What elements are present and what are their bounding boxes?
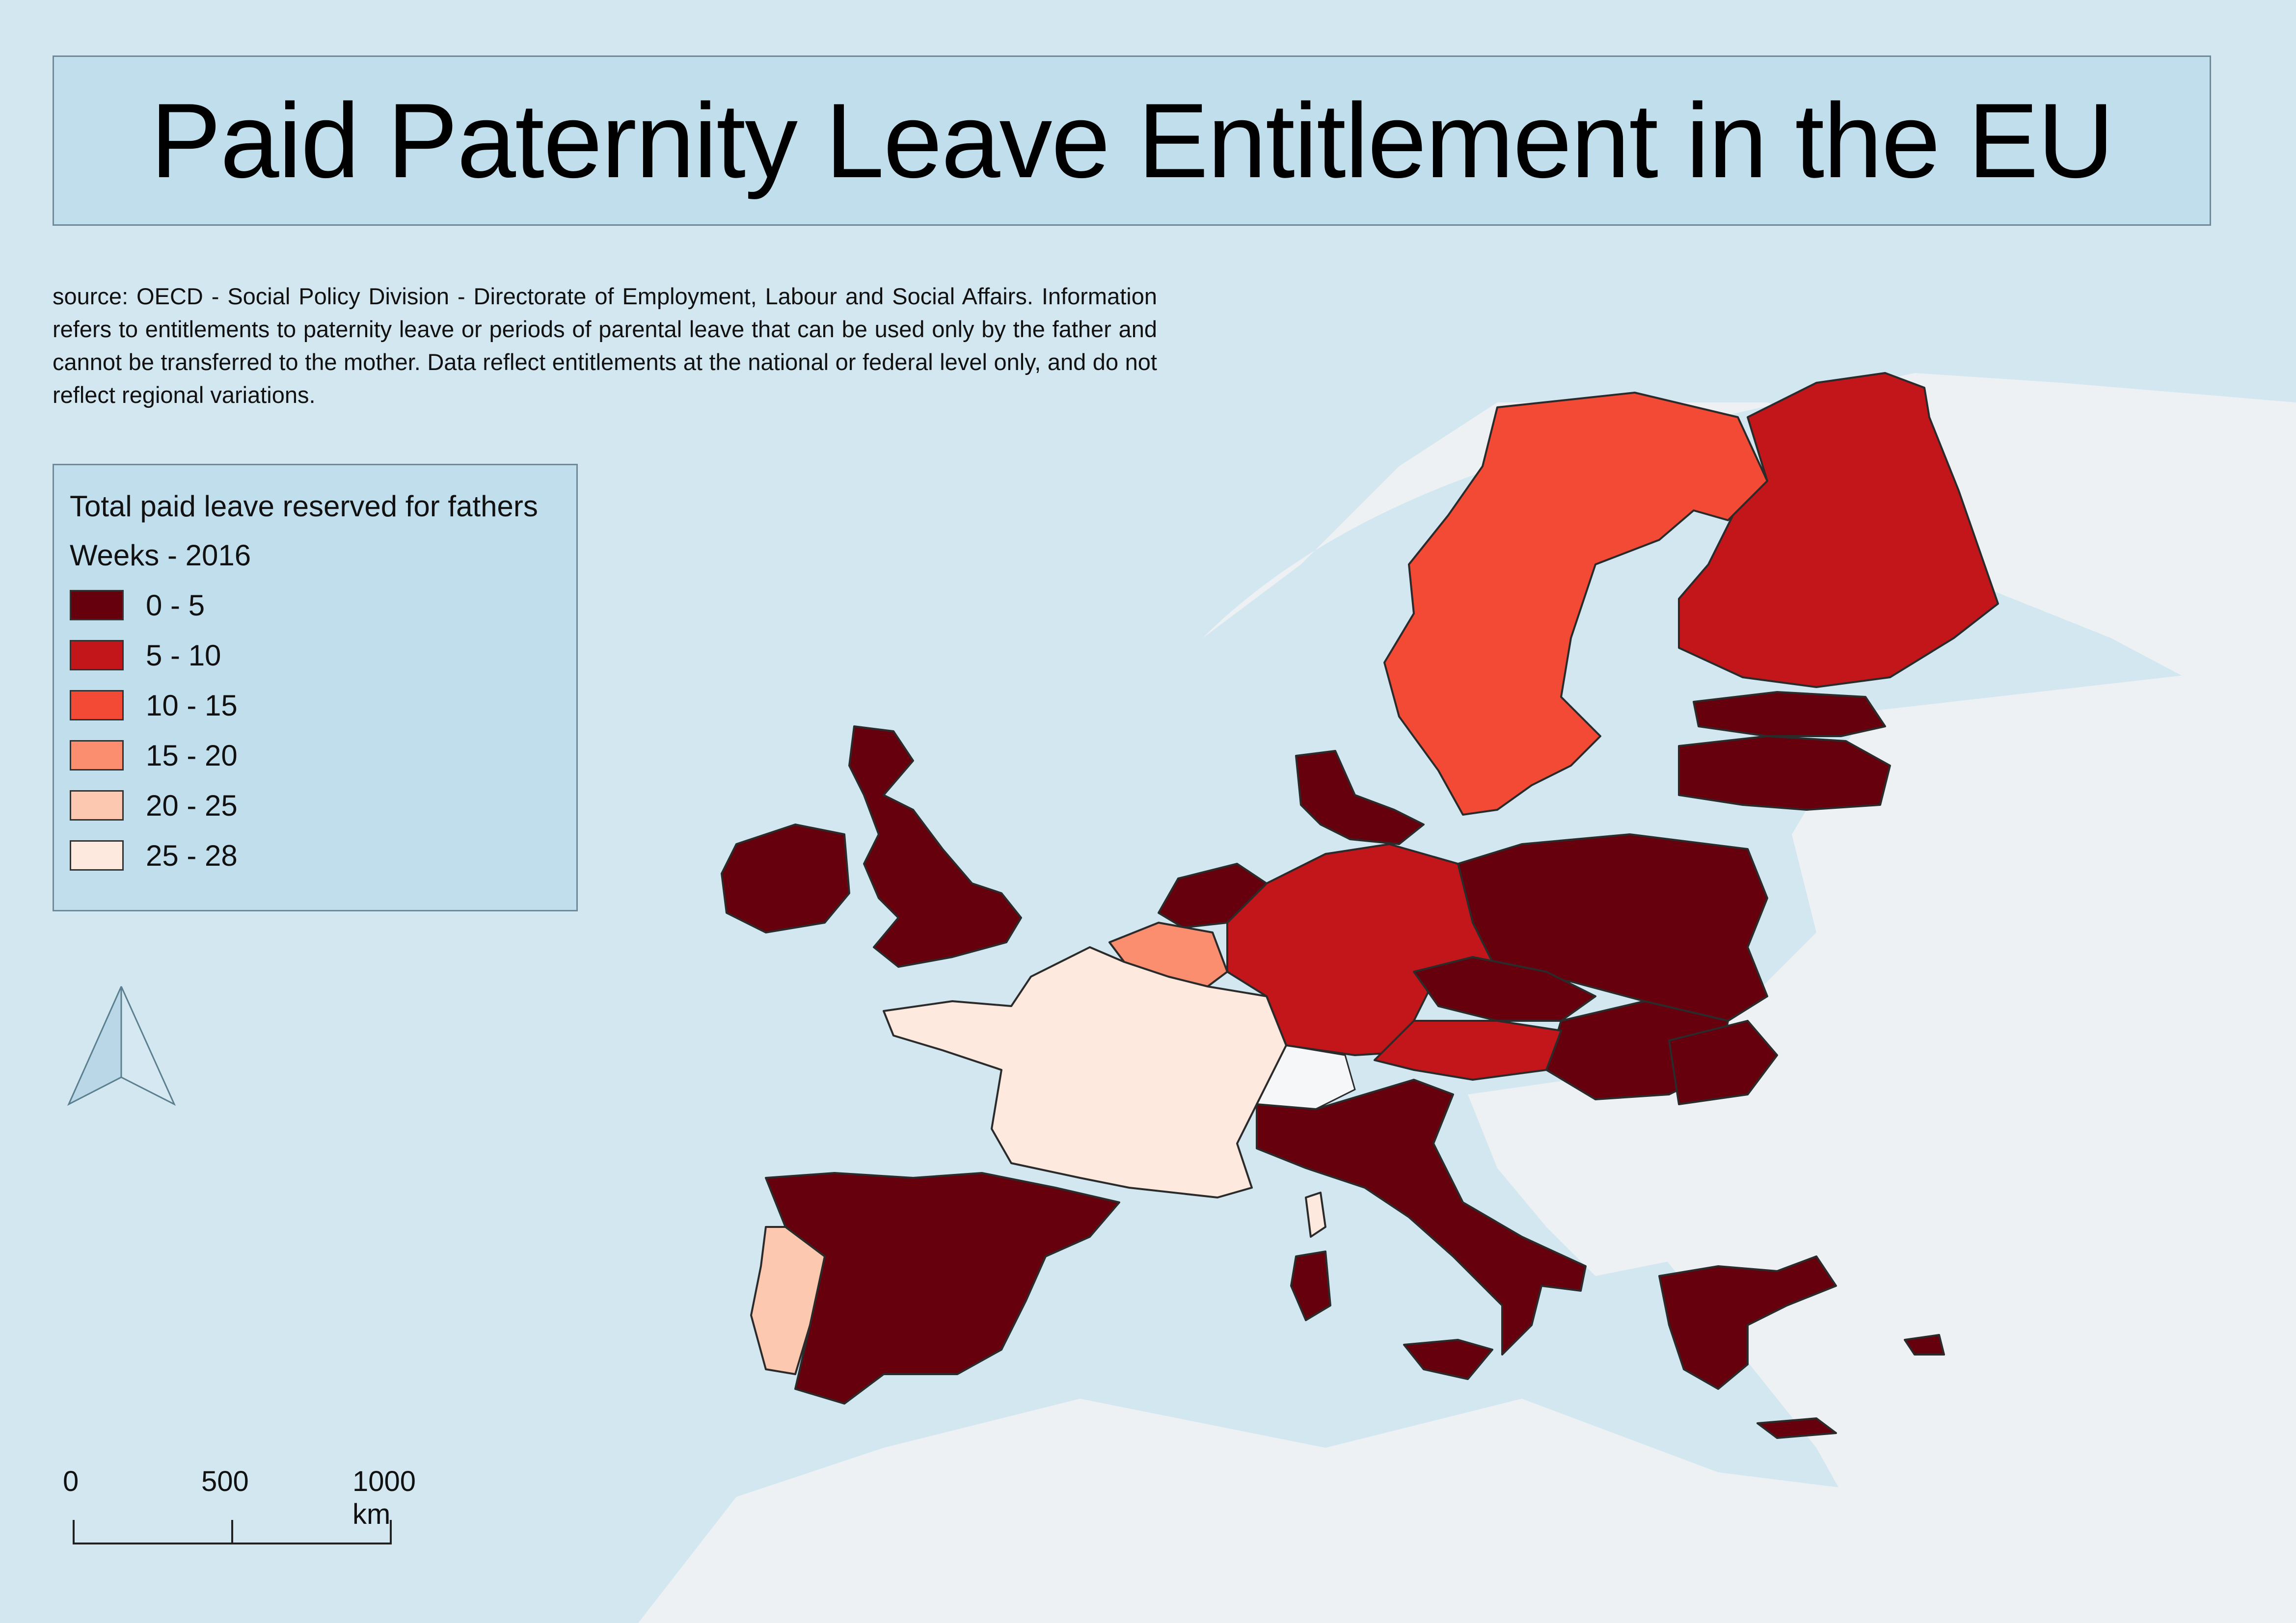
country-sardinia xyxy=(1290,1251,1331,1321)
country-crete xyxy=(1756,1417,1837,1439)
country-latvia-lithuania xyxy=(1678,735,1891,811)
country-netherlands xyxy=(1158,863,1268,929)
legend-item: 5 - 10 xyxy=(70,630,576,680)
land-scandinavia-north xyxy=(1203,373,2296,736)
country-uk xyxy=(848,725,1022,968)
legend-swatch xyxy=(70,840,124,871)
country-portugal xyxy=(750,1226,826,1375)
country-greece xyxy=(1658,1255,1837,1390)
country-sicily xyxy=(1403,1339,1493,1380)
legend-subtitle: Weeks - 2016 xyxy=(70,539,251,572)
legend-swatch xyxy=(70,740,124,771)
legend-item: 20 - 25 xyxy=(70,780,576,830)
scale-label-1000: 1000 km xyxy=(352,1465,416,1530)
legend-swatch xyxy=(70,790,124,821)
title-box: Paid Paternity Leave Entitlement in the … xyxy=(53,55,2211,226)
land-north-africa xyxy=(638,1399,2296,1623)
countries xyxy=(721,372,1999,1439)
country-romania xyxy=(1668,1020,1778,1105)
country-austria xyxy=(1374,1020,1562,1081)
north-arrow-icon xyxy=(67,986,176,1106)
scale-line xyxy=(73,1520,392,1544)
legend-title: Total paid leave reserved for fathers xyxy=(70,490,538,523)
country-estonia xyxy=(1693,691,1886,737)
country-corsica xyxy=(1305,1192,1326,1238)
legend-label: 25 - 28 xyxy=(146,839,238,872)
scale-label-500: 500 xyxy=(201,1465,249,1497)
legend-label: 15 - 20 xyxy=(146,739,238,772)
land-balkans xyxy=(1468,1080,1767,1276)
country-cyprus xyxy=(1904,1334,1945,1356)
country-france xyxy=(883,946,1287,1198)
legend-item: 10 - 15 xyxy=(70,680,576,730)
map-title: Paid Paternity Leave Entitlement in the … xyxy=(150,81,2114,200)
country-italy xyxy=(1256,1079,1587,1356)
legend-label: 20 - 25 xyxy=(146,789,238,822)
legend-label: 10 - 15 xyxy=(146,689,238,722)
scale-label-0: 0 xyxy=(63,1465,79,1497)
legend-label: 0 - 5 xyxy=(146,588,205,622)
legend: Total paid leave reserved for fathers We… xyxy=(53,464,578,911)
land-east-europe xyxy=(1620,663,2296,1623)
legend-item: 15 - 20 xyxy=(70,730,576,780)
country-ireland xyxy=(721,824,850,933)
legend-label: 5 - 10 xyxy=(146,639,221,672)
legend-swatch xyxy=(70,590,124,620)
legend-item: 0 - 5 xyxy=(70,580,576,630)
legend-item: 25 - 28 xyxy=(70,830,576,880)
country-czechia xyxy=(1413,956,1596,1022)
legend-swatch xyxy=(70,690,124,720)
legend-swatch xyxy=(70,640,124,670)
country-finland xyxy=(1678,372,1999,688)
source-note: source: OECD - Social Policy Division - … xyxy=(53,283,1157,408)
country-denmark xyxy=(1295,750,1425,845)
scale-bar: 0 500 1000 km xyxy=(59,1465,416,1553)
